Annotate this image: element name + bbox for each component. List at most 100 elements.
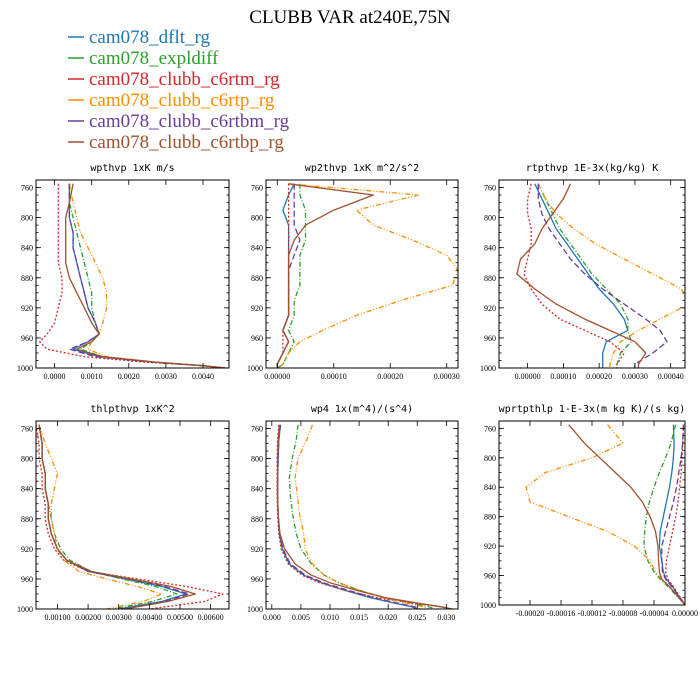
y-tick-label: 1000 <box>17 605 33 614</box>
y-tick-label: 800 <box>21 455 33 464</box>
series-line-cam078_clubb_c6rtbp_rg <box>276 424 453 609</box>
series-line-cam078_dflt_rg <box>38 424 187 609</box>
axis-frame-4 <box>265 420 459 610</box>
panel-title-5: wprtpthlp 1-E-3x(m kg K)/(s kg) <box>499 404 686 415</box>
y-tick-label: 960 <box>21 575 33 584</box>
panel-1: wp2thvp 1xK m^2/s^2 760 800 840 880 920 960 100… <box>247 163 460 381</box>
x-tick-label: 0.015 <box>350 613 368 622</box>
series-group-1 <box>276 183 458 368</box>
panel-title-3: thlpthvp 1xK^2 <box>90 404 174 415</box>
series-group-3 <box>36 424 224 609</box>
y-tick-label: 920 <box>21 545 33 554</box>
y-tick-label: 1000 <box>247 364 263 373</box>
series-group-0 <box>39 183 226 368</box>
panels: wpthvp 1xK m/s76080084088092096010000.00… <box>17 163 698 622</box>
y-tick-label: 840 <box>484 483 496 492</box>
x-tick-label: 0.010 <box>321 613 339 622</box>
panel-title-4: wp4 1x(m^4)/(s^4) <box>311 404 413 415</box>
series-line-cam078_expldiff <box>276 183 307 368</box>
x-tick-label: 0.00000 <box>672 609 698 618</box>
y-tick-label: 840 <box>21 485 33 494</box>
y-tick-label: 920 <box>251 545 263 554</box>
series-line-cam078_clubb_c6rtbp_rg <box>276 183 374 368</box>
series-line-cam078_clubb_c6rtbp_rg <box>38 424 196 609</box>
x-tick-label: 0.00010 <box>550 372 576 381</box>
legend: cam078_dflt_rgcam078_expldiffcam078_club… <box>68 27 290 153</box>
x-tick-label: 0.00040 <box>658 372 684 381</box>
x-tick-label: 0.0010 <box>81 372 103 381</box>
x-tick-label: 0.00400 <box>136 613 162 622</box>
y-tick-label: 1000 <box>247 605 263 614</box>
y-tick-label: 880 <box>484 274 496 283</box>
series-line-cam078_clubb_c6rtp_rg <box>68 183 226 368</box>
legend-label-1: cam078_expldiff <box>89 48 219 69</box>
x-tick-label: 0.00030 <box>622 372 648 381</box>
series-line-cam078_clubb_c6rtbp_rg <box>65 183 226 368</box>
legend-label-5: cam078_clubb_c6rtbp_rg <box>89 132 284 153</box>
series-group-2 <box>516 183 685 368</box>
x-tick-label: 0.00000 <box>515 372 541 381</box>
y-tick-label: 800 <box>484 214 496 223</box>
panel-2: rtpthvp 1E-3x(kg/kg) K 760 800 840 880 920 960… <box>480 163 686 381</box>
series-line-cam078_clubb_c6rtp_rg <box>294 424 430 609</box>
y-tick-label: 880 <box>251 515 263 524</box>
y-tick-label: 760 <box>21 425 33 434</box>
panel-3: thlpthvp 1xK^2 760 800 840 880 920 960 1000 0.00… <box>17 404 230 622</box>
y-tick-label: 960 <box>251 575 263 584</box>
x-tick-label: 0.00600 <box>198 613 224 622</box>
y-tick-label: 800 <box>251 455 263 464</box>
panel-title-2: rtpthvp 1E-3x(kg/kg) K <box>526 163 658 174</box>
x-tick-label: 0.0020 <box>118 372 140 381</box>
series-line-cam078_clubb_c6rtm_rg <box>276 424 453 609</box>
series-line-cam078_clubb_c6rtp_rg <box>276 183 458 368</box>
y-tick-label: 840 <box>484 244 496 253</box>
panel-0: wpthvp 1xK m/s 760 800 840 880 920 960 1000 0.00… <box>17 163 230 381</box>
x-tick-label: 0.000 <box>263 613 281 622</box>
x-tick-label: 0.00100 <box>44 613 70 622</box>
x-tick-label: 0.00030 <box>434 372 460 381</box>
y-tick-label: 1000 <box>17 364 33 373</box>
series-line-cam078_clubb_c6rtbp_rg <box>568 424 685 605</box>
x-tick-label: -0.00008 <box>609 609 638 618</box>
x-tick-label: 0.020 <box>379 613 397 622</box>
x-tick-label: 0.00300 <box>106 613 132 622</box>
y-tick-label: 960 <box>21 334 33 343</box>
y-tick-label: 840 <box>251 244 263 253</box>
y-tick-label: 840 <box>251 485 263 494</box>
y-tick-label: 880 <box>251 274 263 283</box>
y-tick-label: 760 <box>251 425 263 434</box>
x-tick-label: 0.00500 <box>167 613 193 622</box>
legend-label-4: cam078_clubb_c6rtbm_rg <box>89 111 290 132</box>
x-tick-label: 0.0030 <box>155 372 177 381</box>
y-tick-label: 880 <box>21 515 33 524</box>
x-tick-label: 0.00020 <box>377 372 403 381</box>
y-tick-label: 760 <box>251 184 263 193</box>
x-tick-label: 0.00020 <box>586 372 612 381</box>
series-group-5 <box>525 424 685 605</box>
x-tick-label: 0.00000 <box>264 372 290 381</box>
x-tick-label: -0.00004 <box>640 609 669 618</box>
series-line-cam078_dflt_rg <box>276 424 418 609</box>
series-line-cam078_clubb_c6rtp_rg <box>537 183 685 368</box>
y-tick-label: 760 <box>484 424 496 433</box>
x-tick-label: -0.00012 <box>578 609 607 618</box>
series-line-cam078_clubb_c6rtbm_rg <box>537 183 668 368</box>
legend-label-3: cam078_clubb_c6rtp_rg <box>89 90 275 111</box>
y-tick-label: 920 <box>484 304 496 313</box>
series-line-cam078_clubb_c6rtbp_rg <box>516 183 647 368</box>
y-tick-label: 920 <box>251 304 263 313</box>
x-tick-label: -0.00020 <box>516 609 545 618</box>
y-tick-label: 960 <box>251 334 263 343</box>
x-tick-label: 0.0000 <box>44 372 66 381</box>
x-tick-label: -0.00016 <box>547 609 576 618</box>
x-tick-label: 0.025 <box>408 613 426 622</box>
series-line-cam078_clubb_c6rtm_rg <box>523 183 625 368</box>
series-line-cam078_clubb_c6rtm_rg <box>664 424 685 605</box>
axis-frame-5 <box>498 420 686 606</box>
y-tick-label: 1000 <box>480 601 496 610</box>
y-tick-label: 800 <box>21 214 33 223</box>
y-tick-label: 880 <box>484 513 496 522</box>
series-group-4 <box>276 424 453 609</box>
x-tick-label: 0.030 <box>437 613 455 622</box>
x-tick-label: 0.0040 <box>192 372 214 381</box>
